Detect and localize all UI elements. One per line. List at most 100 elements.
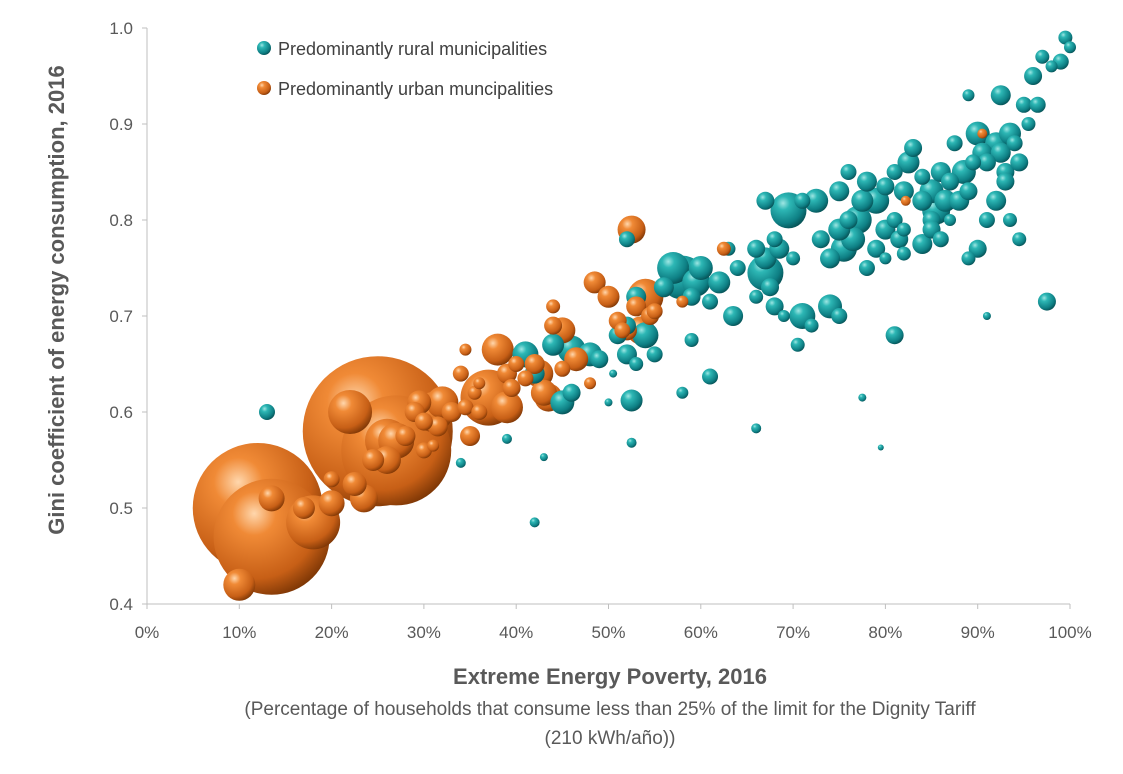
rural-bubble [858, 393, 867, 402]
urban-bubble [544, 316, 563, 335]
urban-bubble [318, 490, 345, 517]
rural-bubble [879, 252, 892, 265]
rural-bubble [978, 212, 995, 228]
rural-bubble [1029, 96, 1046, 113]
y-tick-label: 0.5 [109, 499, 133, 518]
rural-bubble [893, 181, 914, 202]
urban-bubble [258, 485, 285, 512]
urban-bubble [427, 439, 440, 452]
legend-label-rural: Predominantly rural municipalities [278, 39, 547, 59]
rural-bubble [786, 251, 801, 266]
rural-bubble [604, 398, 613, 407]
x-ticks: 0% 10% 20% 30% 40% 50% 60% 70% 80% 90% 100% [135, 604, 1092, 642]
rural-bubble [944, 214, 957, 226]
rural-bubble [1035, 49, 1050, 64]
x-tick-label: 70% [776, 623, 810, 642]
y-ticks: 0.4 0.5 0.6 0.7 0.8 0.9 1.0 [109, 19, 147, 614]
rural-bubble [794, 192, 811, 209]
y-tick-label: 0.7 [109, 307, 133, 326]
x-tick-label: 80% [868, 623, 902, 642]
rural-bubble [702, 368, 719, 385]
rural-bubble [1024, 67, 1043, 85]
y-tick-label: 1.0 [109, 19, 133, 38]
urban-bubble [481, 333, 514, 366]
urban-bubble [583, 271, 606, 294]
rural-bubble [790, 337, 805, 352]
rural-bubble [932, 231, 949, 248]
rural-bubble [961, 251, 976, 266]
rural-bubble [747, 239, 766, 258]
urban-bubble [524, 354, 545, 374]
rural-bubble [626, 437, 637, 448]
rural-bubble [1058, 30, 1073, 45]
rural-bubble [620, 389, 643, 412]
rural-bubble [896, 222, 911, 237]
rural-bubble [1003, 213, 1018, 227]
rural-bubble [657, 252, 690, 284]
rural-bubble [840, 164, 857, 180]
rural-bubble [941, 172, 960, 191]
rural-bubble [831, 308, 848, 324]
x-axis-sublabel-line2: (210 kWh/año)) [545, 728, 676, 749]
rural-bubble [1021, 117, 1036, 131]
rural-bubble [851, 189, 874, 212]
rural-bubble [959, 182, 978, 201]
x-tick-label: 10% [222, 623, 256, 642]
urban-bubble [342, 472, 367, 496]
rural-bubble [258, 404, 275, 420]
rural-bubble [609, 369, 618, 378]
x-tick-label: 20% [315, 623, 349, 642]
rural-bubble [632, 322, 659, 349]
legend-marker-rural [257, 41, 271, 55]
urban-bubble [614, 322, 631, 339]
rural-bubble [1045, 60, 1058, 73]
rural-bubble [856, 171, 877, 192]
rural-bubble [629, 357, 644, 371]
rural-bubble [1006, 135, 1023, 152]
legend-label-urban: Predominantly urban muncipalities [278, 79, 553, 99]
rural-bubble [646, 346, 663, 363]
rural-bubble [977, 153, 996, 172]
bubbles-layer [192, 30, 1076, 601]
urban-bubble [646, 303, 663, 320]
rural-bubble [962, 89, 975, 102]
rural-bubble [539, 453, 548, 462]
rural-bubble [777, 310, 790, 322]
rural-bubble [904, 139, 923, 157]
rural-bubble [684, 333, 699, 347]
x-tick-label: 0% [135, 623, 160, 642]
urban-bubble [517, 370, 534, 387]
y-tick-label: 0.9 [109, 115, 133, 134]
rural-bubble [829, 181, 850, 202]
urban-bubble [626, 296, 647, 317]
rural-bubble [729, 260, 746, 276]
rural-bubble [766, 231, 783, 248]
rural-bubble [990, 85, 1011, 106]
rural-bubble [1015, 96, 1032, 113]
rural-bubble [529, 517, 540, 528]
rural-bubble [914, 168, 931, 185]
rural-bubble [756, 191, 775, 210]
rural-bubble [501, 433, 512, 444]
x-tick-label: 90% [961, 623, 995, 642]
rural-bubble [877, 444, 884, 451]
rural-bubble [990, 142, 1011, 163]
rural-bubble [590, 350, 609, 369]
rural-bubble [912, 234, 933, 254]
urban-bubble [584, 377, 597, 390]
rural-bubble [982, 312, 991, 320]
rural-bubble [946, 135, 963, 152]
urban-bubble [223, 568, 256, 601]
rural-bubble [858, 260, 875, 276]
legend: Predominantly rural municipalities Predo… [257, 39, 553, 99]
rural-bubble [811, 230, 830, 249]
x-axis-label: Extreme Energy Poverty, 2016 [453, 664, 767, 689]
rural-bubble [618, 231, 635, 248]
rural-bubble [765, 297, 784, 316]
urban-bubble [471, 404, 488, 420]
urban-bubble [292, 497, 315, 519]
rural-bubble [804, 318, 819, 333]
y-axis-label: Gini coefficient of energy consumption, … [44, 65, 69, 534]
